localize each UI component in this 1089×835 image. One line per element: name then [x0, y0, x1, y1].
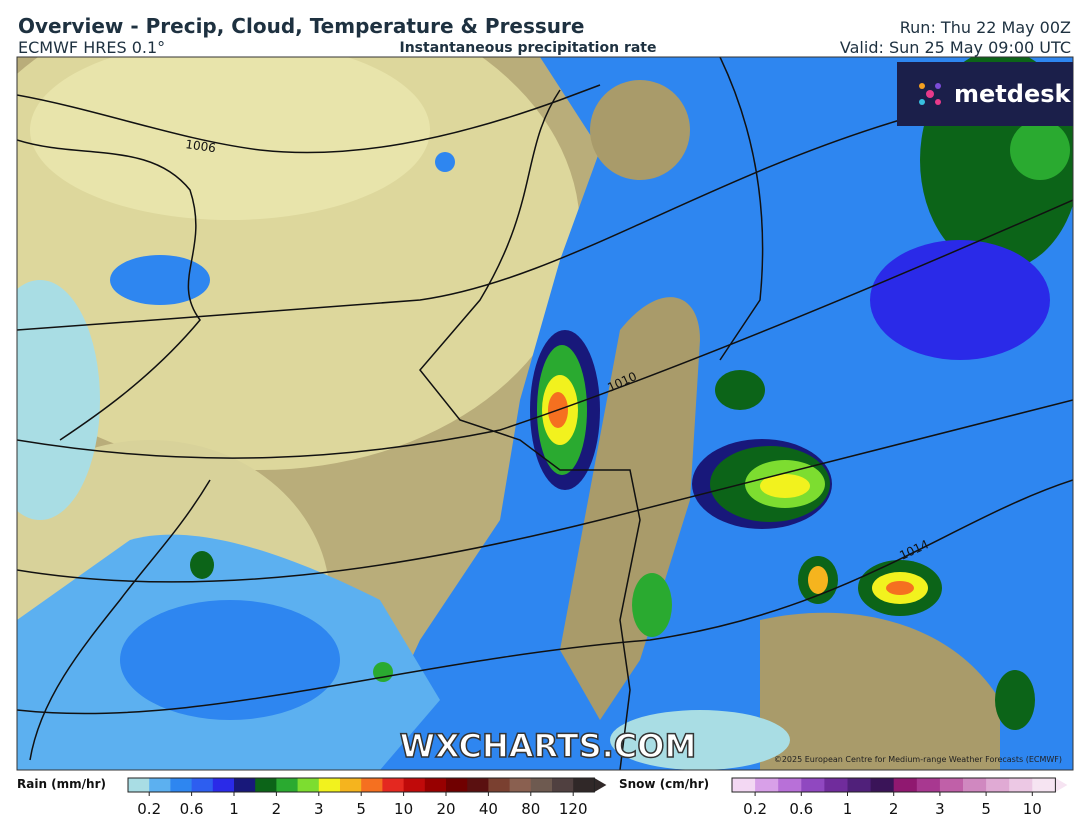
- model: ECMWF HRES 0.1°: [18, 38, 165, 57]
- colorbar-arrow: [1055, 778, 1068, 792]
- tick-label: 10: [394, 800, 413, 818]
- colorbar-segment: [340, 778, 362, 792]
- tick-label: 0.2: [137, 800, 161, 818]
- colorbar-segment: [149, 778, 171, 792]
- tick-label: 5: [356, 800, 366, 818]
- legends: 0.2 0.6 1 2 3 5 10 20 40 80 120 0.2 0.6 1 2 3 5 10: [127, 777, 1068, 818]
- colorbar-segment: [128, 778, 150, 792]
- colorbar-segment: [255, 778, 277, 792]
- legend-title: Rain (mm/hr): [17, 777, 106, 791]
- tick-label: 2: [272, 800, 282, 818]
- colorbar-segment: [778, 778, 802, 792]
- colorbar-segment: [1009, 778, 1033, 792]
- colorbar-segment: [732, 778, 756, 792]
- colorbar-segment: [318, 778, 341, 792]
- watermark: WXCHARTS.COM: [400, 727, 697, 765]
- colorbar-segment: [297, 778, 320, 792]
- colorbar-segment: [234, 778, 256, 792]
- tick-label: 10: [1023, 800, 1042, 818]
- colorbar-segment: [446, 778, 468, 792]
- colorbar-segment: [939, 778, 964, 792]
- tick-label: 0.6: [789, 800, 813, 818]
- title: Overview - Precip, Cloud, Temperature & …: [18, 14, 584, 38]
- colorbar-segment: [530, 778, 553, 792]
- map: 1006 1010 1014 WXCHARTS.COM ©2025 Europe…: [16, 56, 1074, 771]
- colorbar-segment: [191, 778, 214, 792]
- colorbar-segment: [170, 778, 193, 792]
- tick-label: 3: [314, 800, 324, 818]
- colorbar-segment: [963, 778, 987, 792]
- colorbar-segment: [382, 778, 405, 792]
- tick-label: 1: [843, 800, 853, 818]
- tick-label: 40: [479, 800, 498, 818]
- colorbar-segment: [916, 778, 941, 792]
- tick-label: 5: [981, 800, 991, 818]
- tick-label: 120: [559, 800, 588, 818]
- tick-label: 80: [521, 800, 540, 818]
- valid: Valid: Sun 25 May 09:00 UTC: [840, 38, 1071, 57]
- colorbar-segment: [801, 778, 825, 792]
- isobar-label: 1006: [185, 137, 217, 155]
- colorbar-arrow: [594, 778, 607, 792]
- colorbar-segment: [893, 778, 918, 792]
- colorbar-segment: [1032, 778, 1056, 792]
- logo-text: metdesk: [954, 80, 1072, 108]
- colorbar-segment: [403, 778, 426, 792]
- colorbar-segment: [824, 778, 848, 792]
- copyright: ©2025 European Centre for Medium-range W…: [774, 755, 1062, 764]
- colorbar-segment: [361, 778, 383, 792]
- logo-icon: [919, 83, 941, 105]
- field: Instantaneous precipitation rate: [400, 40, 657, 56]
- legend-title: Snow (cm/hr): [619, 777, 709, 791]
- colorbar-segment: [424, 778, 447, 792]
- colorbar-segment: [573, 778, 595, 792]
- tick-label: 0.2: [743, 800, 767, 818]
- run: Run: Thu 22 May 00Z: [900, 18, 1071, 37]
- tick-label: 2: [889, 800, 899, 818]
- colorbar-segment: [467, 778, 489, 792]
- colorbar-segment: [509, 778, 532, 792]
- colorbar-segment: [212, 778, 235, 792]
- colorbar-segment: [276, 778, 299, 792]
- tick-label: 3: [935, 800, 945, 818]
- tick-label: 20: [436, 800, 455, 818]
- colorbar-segment: [986, 778, 1010, 792]
- tick-label: 0.6: [180, 800, 204, 818]
- colorbar-segment: [870, 778, 895, 792]
- tick-label: 1: [229, 800, 239, 818]
- colorbar-segment: [755, 778, 779, 792]
- colorbar-segment: [488, 778, 511, 792]
- colorbar-segment: [552, 778, 574, 792]
- colorbar-segment: [847, 778, 872, 792]
